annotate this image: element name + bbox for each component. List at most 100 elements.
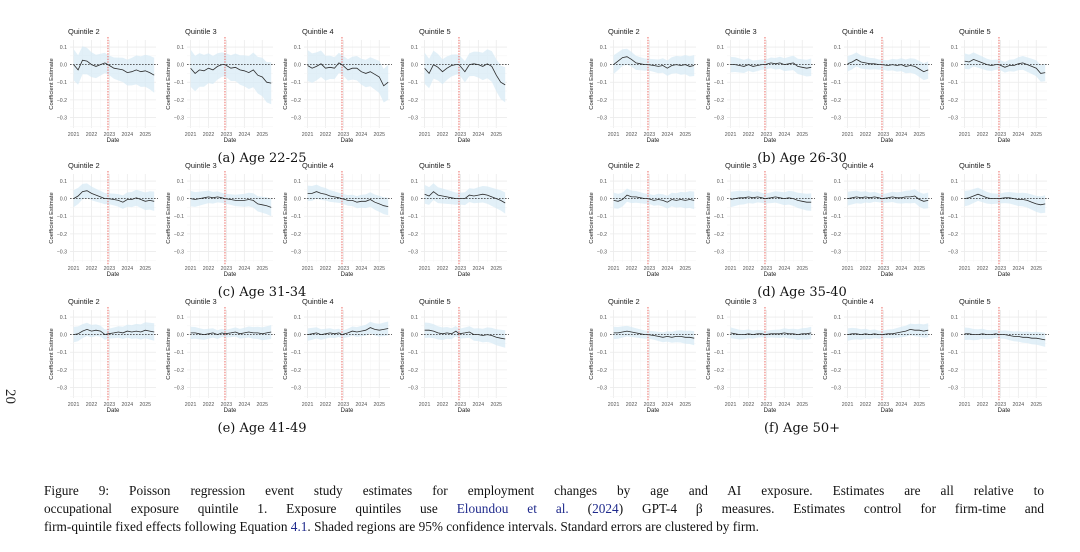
x-tick-label: 2022: [320, 132, 332, 138]
x-tick-label: 2022: [860, 266, 872, 272]
caption-line: firm-quintile fixed effects following Eq…: [44, 518, 1044, 536]
x-tick-label: 2024: [356, 132, 368, 138]
y-tick-label: 0.0: [177, 197, 184, 203]
x-tick-label: 2022: [860, 132, 872, 138]
x-tick-label: 2021: [419, 402, 431, 408]
x-tick-label: 2023: [761, 266, 773, 272]
y-axis-label: Coefficient Estimate: [283, 328, 289, 379]
y-axis-label: Coefficient Estimate: [589, 328, 595, 379]
coefficient-line: [424, 329, 506, 340]
x-tick-label: 2021: [68, 132, 80, 138]
x-tick-label: 2024: [122, 266, 134, 272]
coefficient-line: [613, 56, 695, 69]
x-tick-label: 2023: [644, 402, 656, 408]
panel: Quintile 3 0.1 0.0 −0.1 −0.2 −0.3 2021 2022 2023…: [706, 297, 815, 414]
y-tick-label: −0.2: [408, 368, 418, 374]
coefficient-line: [307, 191, 389, 207]
panel: Quintile 5 0.1 0.0 −0.1 −0.2 −0.3 2021 2022 2023…: [400, 297, 509, 414]
coefficient-line: [190, 196, 272, 208]
y-tick-label: 0.0: [834, 197, 841, 203]
y-tick-label: 0.0: [294, 197, 301, 203]
y-axis-label: Coefficient Estimate: [49, 192, 55, 243]
y-tick-label: −0.2: [57, 368, 67, 374]
x-tick-label: 2025: [679, 266, 691, 272]
x-tick-label: 2022: [977, 266, 989, 272]
panel-title: Quintile 3: [185, 27, 217, 36]
coefficient-line: [73, 59, 155, 76]
y-tick-label: 0.1: [834, 179, 841, 185]
x-tick-label: 2025: [256, 132, 268, 138]
panel-title: Quintile 3: [725, 161, 757, 170]
subfigure: (d) Age 35-40 Quintile 2 0.1 0.0 −0.1 −0.2 −0.…: [589, 161, 1049, 300]
y-tick-label: −0.1: [408, 214, 418, 220]
x-axis-label: Date: [224, 138, 237, 144]
citation-link[interactable]: 2024: [592, 501, 619, 516]
y-tick-label: 0.0: [717, 63, 724, 69]
x-axis-label: Date: [764, 272, 777, 278]
y-tick-label: 0.0: [60, 333, 67, 339]
y-tick-label: 0.0: [600, 197, 607, 203]
y-tick-label: 0.0: [717, 333, 724, 339]
y-tick-label: −0.2: [597, 368, 607, 374]
y-tick-label: 0.0: [177, 63, 184, 69]
x-tick-label: 2025: [256, 402, 268, 408]
x-tick-label: 2021: [302, 132, 314, 138]
y-tick-label: −0.3: [57, 115, 67, 121]
panel-title: Quintile 2: [68, 297, 100, 306]
panel: Quintile 4 0.1 0.0 −0.1 −0.2 −0.3 2021 2022 2023…: [283, 297, 392, 414]
coefficient-line: [307, 62, 389, 87]
x-tick-label: 2021: [185, 402, 197, 408]
x-tick-label: 2024: [1013, 266, 1025, 272]
x-tick-label: 2025: [679, 402, 691, 408]
coefficient-line: [730, 62, 812, 69]
y-tick-label: −0.3: [57, 249, 67, 255]
y-tick-label: 0.1: [294, 179, 301, 185]
x-axis-label: Date: [764, 408, 777, 414]
x-axis-label: Date: [881, 408, 894, 414]
x-tick-label: 2024: [122, 402, 134, 408]
y-tick-label: −0.3: [408, 385, 418, 391]
x-tick-label: 2022: [437, 266, 449, 272]
x-tick-label: 2022: [626, 266, 638, 272]
x-tick-label: 2024: [779, 132, 791, 138]
citation-link[interactable]: Eloundou et al.: [456, 501, 569, 516]
y-tick-label: 0.0: [411, 333, 418, 339]
y-tick-label: 0.1: [60, 179, 67, 185]
x-axis-label: Date: [647, 408, 660, 414]
y-tick-label: 0.1: [177, 315, 184, 321]
x-tick-label: 2022: [320, 402, 332, 408]
y-tick-label: −0.1: [597, 80, 607, 86]
x-tick-label: 2022: [437, 132, 449, 138]
y-axis-label: Coefficient Estimate: [940, 192, 946, 243]
y-tick-label: −0.3: [948, 249, 958, 255]
x-axis-label: Date: [998, 408, 1011, 414]
y-tick-label: −0.3: [948, 385, 958, 391]
x-axis-label: Date: [647, 138, 660, 144]
y-axis-label: Coefficient Estimate: [400, 58, 406, 109]
y-tick-label: 0.1: [294, 315, 301, 321]
citation-link[interactable]: 4.1: [290, 519, 308, 534]
x-tick-label: 2023: [104, 132, 116, 138]
coefficient-line: [190, 331, 272, 336]
x-tick-label: 2024: [779, 266, 791, 272]
y-tick-label: −0.1: [408, 80, 418, 86]
x-tick-label: 2025: [256, 266, 268, 272]
y-tick-label: −0.1: [291, 350, 301, 356]
y-tick-label: −0.2: [831, 232, 841, 238]
panel-title: Quintile 2: [608, 27, 640, 36]
y-tick-label: −0.1: [291, 80, 301, 86]
x-axis-label: Date: [647, 272, 660, 278]
panel-title: Quintile 3: [725, 27, 757, 36]
y-tick-label: 0.1: [294, 45, 301, 51]
y-tick-label: −0.1: [408, 350, 418, 356]
y-tick-label: −0.1: [714, 214, 724, 220]
x-tick-label: 2023: [221, 132, 233, 138]
y-tick-label: −0.2: [408, 232, 418, 238]
x-axis-label: Date: [107, 408, 120, 414]
x-tick-label: 2024: [239, 132, 251, 138]
y-tick-label: −0.2: [291, 232, 301, 238]
y-tick-label: 0.0: [600, 63, 607, 69]
x-tick-label: 2022: [626, 132, 638, 138]
confidence-band: [190, 190, 272, 217]
